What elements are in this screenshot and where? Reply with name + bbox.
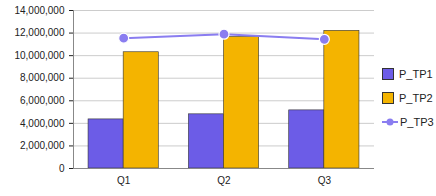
html-text:P_TP1: P_TP1 xyxy=(399,68,433,80)
svg-text:8,000,000: 8,000,000 xyxy=(20,72,65,83)
svg-text:4,000,000: 4,000,000 xyxy=(20,118,65,129)
svg-text:Q3: Q3 xyxy=(318,175,332,186)
svg-text:12,000,000: 12,000,000 xyxy=(14,27,64,38)
html-text:P_TP3: P_TP3 xyxy=(400,116,434,128)
svg-text:6,000,000: 6,000,000 xyxy=(20,95,65,106)
svg-text:2,000,000: 2,000,000 xyxy=(20,140,65,151)
html-text:P_TP2: P_TP2 xyxy=(399,92,433,104)
svg-text:0: 0 xyxy=(59,163,65,174)
svg-text:14,000,000: 14,000,000 xyxy=(14,5,64,16)
svg-text:Q1: Q1 xyxy=(117,175,131,186)
svg-text:10,000,000: 10,000,000 xyxy=(14,50,64,61)
svg-text:Q2: Q2 xyxy=(217,175,231,186)
